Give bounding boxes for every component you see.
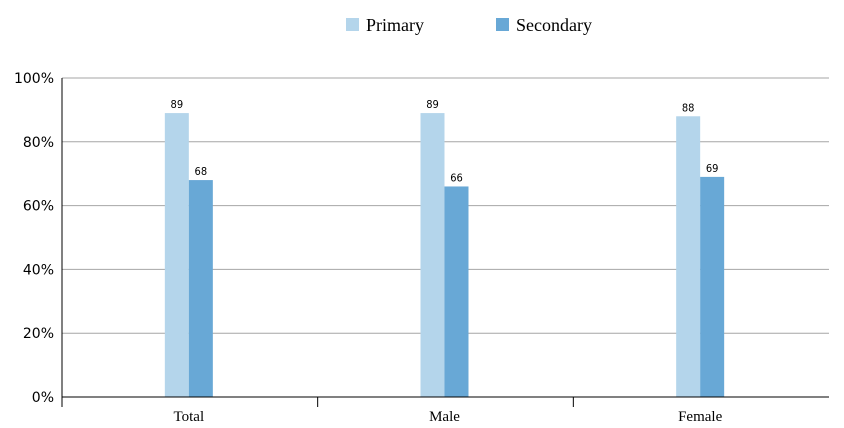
y-tick-label: 40% — [23, 262, 54, 278]
data-label: 68 — [195, 165, 208, 178]
legend: Primary Secondary — [346, 15, 592, 35]
bar-secondary-total — [188, 180, 213, 397]
bar-primary-female — [676, 116, 701, 397]
x-tick-label: Total — [174, 409, 205, 425]
y-axis: 0% 20% 40% 60% 80% 100% — [14, 71, 63, 407]
x-axis: Total Male Female — [62, 396, 829, 425]
y-tick-label: 20% — [23, 326, 54, 342]
legend-swatch-secondary — [496, 18, 509, 31]
y-tick-label: 0% — [32, 390, 54, 406]
data-label: 66 — [450, 171, 463, 184]
data-label: 88 — [682, 101, 695, 114]
x-tick-label: Male — [429, 409, 460, 425]
bar-primary-total — [164, 113, 189, 397]
bars — [164, 113, 725, 397]
legend-label-secondary: Secondary — [516, 15, 592, 35]
data-label: 89 — [171, 98, 184, 111]
bar-secondary-male — [444, 186, 469, 397]
legend-label-primary: Primary — [366, 15, 424, 35]
bar-primary-male — [420, 113, 445, 397]
y-tick-label: 80% — [23, 135, 54, 151]
y-tick-label: 100% — [14, 71, 54, 87]
bar-secondary-female — [700, 176, 725, 397]
y-tick-label: 60% — [23, 199, 54, 215]
x-tick-label: Female — [678, 409, 722, 425]
data-label: 89 — [426, 98, 439, 111]
data-labels: 89 68 89 66 88 69 — [171, 98, 719, 184]
data-label: 69 — [706, 162, 719, 175]
legend-swatch-primary — [346, 18, 359, 31]
